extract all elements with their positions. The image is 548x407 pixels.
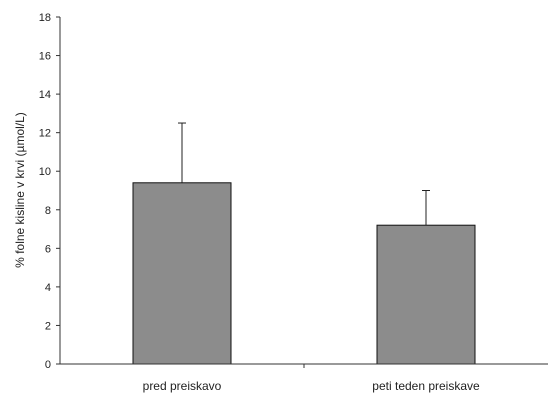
y-axis-title: % folne kisline v krvi (µmol/L) bbox=[13, 112, 27, 268]
y-axis: 0 2 4 6 8 10 12 14 16 18 bbox=[39, 12, 61, 371]
y-tick-label: 4 bbox=[45, 282, 51, 294]
x-tick-label: pred preiskavo bbox=[143, 379, 222, 393]
error-bars-group bbox=[178, 122, 430, 226]
y-tick-label: 6 bbox=[45, 243, 51, 255]
x-axis: pred preiskavo peti teden preiskave bbox=[60, 363, 548, 393]
y-tick-label: 12 bbox=[39, 128, 51, 140]
y-tick-label: 2 bbox=[45, 320, 51, 332]
y-tick-label: 16 bbox=[39, 51, 51, 63]
bar bbox=[376, 224, 476, 365]
y-tick-label: 8 bbox=[45, 205, 51, 217]
x-tick-label: peti teden preiskave bbox=[372, 379, 480, 393]
y-tick-label: 10 bbox=[39, 166, 51, 178]
bar bbox=[132, 182, 232, 365]
y-tick-label: 18 bbox=[39, 12, 51, 24]
bars-group bbox=[132, 182, 476, 365]
y-tick-label: 0 bbox=[45, 359, 51, 371]
y-tick-label: 14 bbox=[39, 89, 51, 101]
